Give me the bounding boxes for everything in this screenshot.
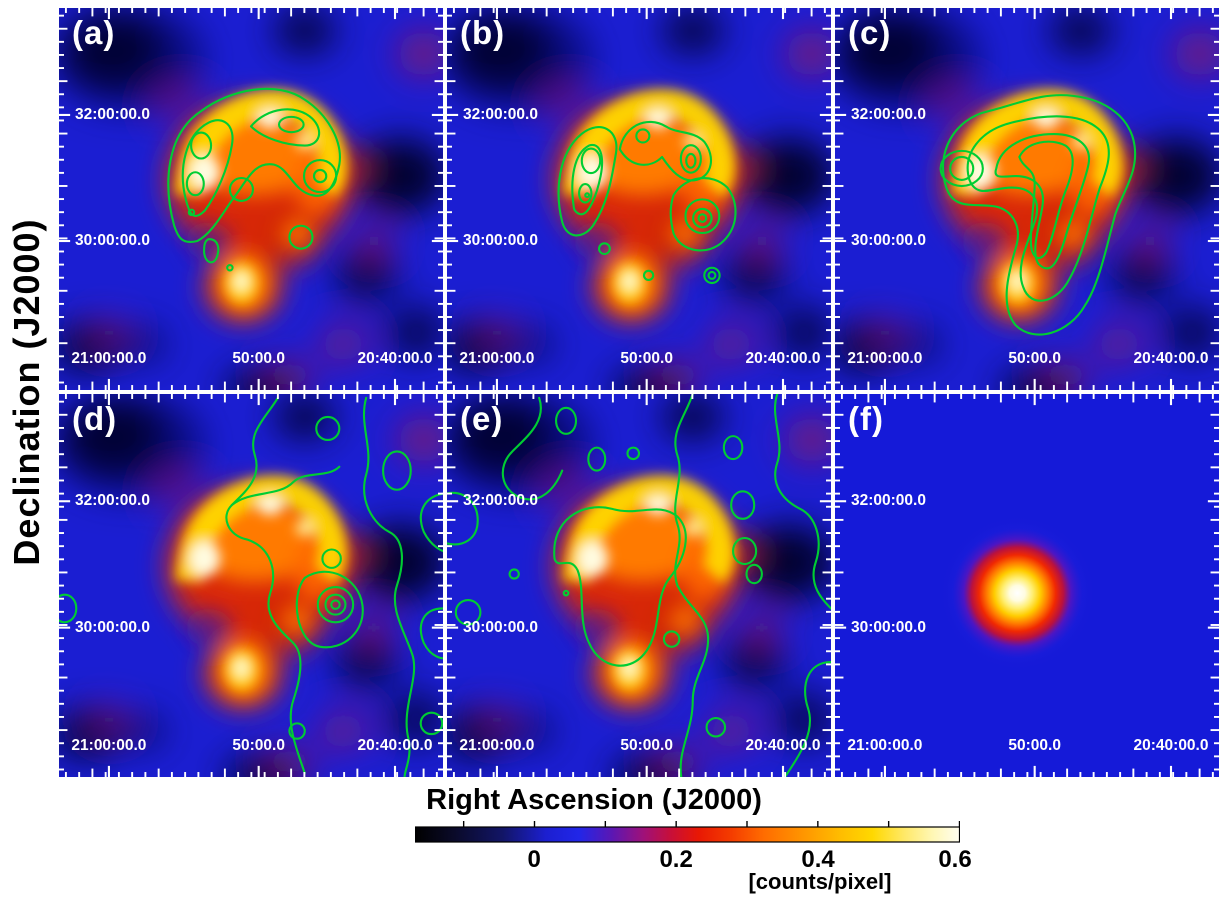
dec-tick-label: 32:00:00.0 — [75, 105, 150, 123]
panel-d-contours — [59, 396, 443, 777]
panel-c-label: (c) — [848, 14, 892, 51]
ra-tick-label: 21:00:00.0 — [71, 349, 147, 367]
ra-tick-label: 20:40:00.0 — [357, 349, 433, 367]
panel-e-label: (e) — [460, 400, 504, 437]
panel-f-label: (f) — [848, 400, 884, 437]
dec-tick-label: 32:00:00.0 — [851, 105, 926, 123]
ra-tick-label: 20:40:00.0 — [1133, 349, 1209, 367]
ra-tick-label: 50:00.0 — [620, 736, 673, 754]
ra-tick-label: 20:40:00.0 — [745, 736, 821, 754]
panel-c-contours — [939, 94, 1137, 336]
colorbar — [415, 821, 960, 843]
ra-tick-label: 21:00:00.0 — [847, 349, 923, 367]
ra-tick-label: 21:00:00.0 — [847, 736, 923, 754]
colorbar-tick-label: 0.2 — [659, 846, 693, 873]
panel-b-map — [447, 8, 831, 390]
ra-tick-label: 20:40:00.0 — [1133, 736, 1209, 754]
ra-tick-label: 50:00.0 — [1008, 736, 1061, 754]
dec-tick-label: 30:00:00.0 — [851, 232, 926, 250]
dec-tick-label: 32:00:00.0 — [463, 105, 538, 123]
ra-tick-label: 50:00.0 — [1008, 349, 1061, 367]
x-axis-title: Right Ascension (J2000) — [426, 784, 762, 816]
panel-b: (b) 32:00:00.0 30:00:00.0 21:00:00.0 50:… — [447, 8, 831, 390]
ra-tick-label: 21:00:00.0 — [459, 349, 535, 367]
panel-a-map — [59, 8, 443, 390]
ra-tick-label: 50:00.0 — [232, 736, 285, 754]
colorbar-gradient-bar — [415, 826, 960, 843]
panel-d-map — [59, 394, 443, 777]
panel-a-contours — [167, 87, 341, 272]
ra-tick-label: 21:00:00.0 — [71, 736, 147, 754]
panel-a-label: (a) — [72, 14, 116, 51]
y-axis-title: Declination (J2000) — [6, 218, 47, 566]
panel-e: (e) 32:00:00.0 30:00:00.0 21:00:00.0 50:… — [447, 394, 831, 777]
colorbar-tick-label: 0.6 — [938, 846, 972, 873]
dec-tick-label: 32:00:00.0 — [851, 492, 926, 510]
panel-e-map — [447, 394, 831, 777]
ra-tick-label: 21:00:00.0 — [459, 736, 535, 754]
panel-e-contours — [447, 394, 831, 777]
colorbar-tick-label: 0 — [527, 846, 541, 873]
dec-tick-label: 30:00:00.0 — [75, 232, 150, 250]
panel-a: (a) 32:00:00.0 30:00:00.0 21:00:00.0 50:… — [59, 8, 443, 390]
ra-tick-label: 50:00.0 — [620, 349, 673, 367]
panel-f: (f) 32:00:00.0 30:00:00.0 21:00:00.0 50:… — [835, 394, 1219, 777]
dec-tick-label: 30:00:00.0 — [463, 618, 538, 636]
ra-tick-label: 50:00.0 — [232, 349, 285, 367]
panel-d: (d) 32:00:00.0 30:00:00.0 21:00:00.0 50:… — [59, 394, 443, 777]
panel-d-label: (d) — [72, 400, 118, 437]
dec-tick-label: 30:00:00.0 — [851, 618, 926, 636]
colorbar-ticks — [462, 821, 960, 827]
panel-b-label: (b) — [460, 14, 506, 51]
panel-b-contours — [557, 120, 737, 285]
colorbar-unit-label: [counts/pixel] — [748, 869, 892, 894]
dec-tick-label: 32:00:00.0 — [463, 492, 538, 510]
ra-tick-label: 20:40:00.0 — [745, 349, 821, 367]
dec-tick-label: 30:00:00.0 — [463, 232, 538, 250]
dec-tick-label: 32:00:00.0 — [75, 492, 150, 510]
panel-c: (c) 32:00:00.0 30:00:00.0 21:00:00.0 50:… — [835, 8, 1219, 390]
panel-f-map — [835, 394, 1219, 777]
colorbar-tick-label: 0.4 — [801, 846, 835, 873]
dec-tick-label: 30:00:00.0 — [75, 618, 150, 636]
ra-tick-label: 20:40:00.0 — [357, 736, 433, 754]
panel-c-map — [835, 8, 1219, 390]
